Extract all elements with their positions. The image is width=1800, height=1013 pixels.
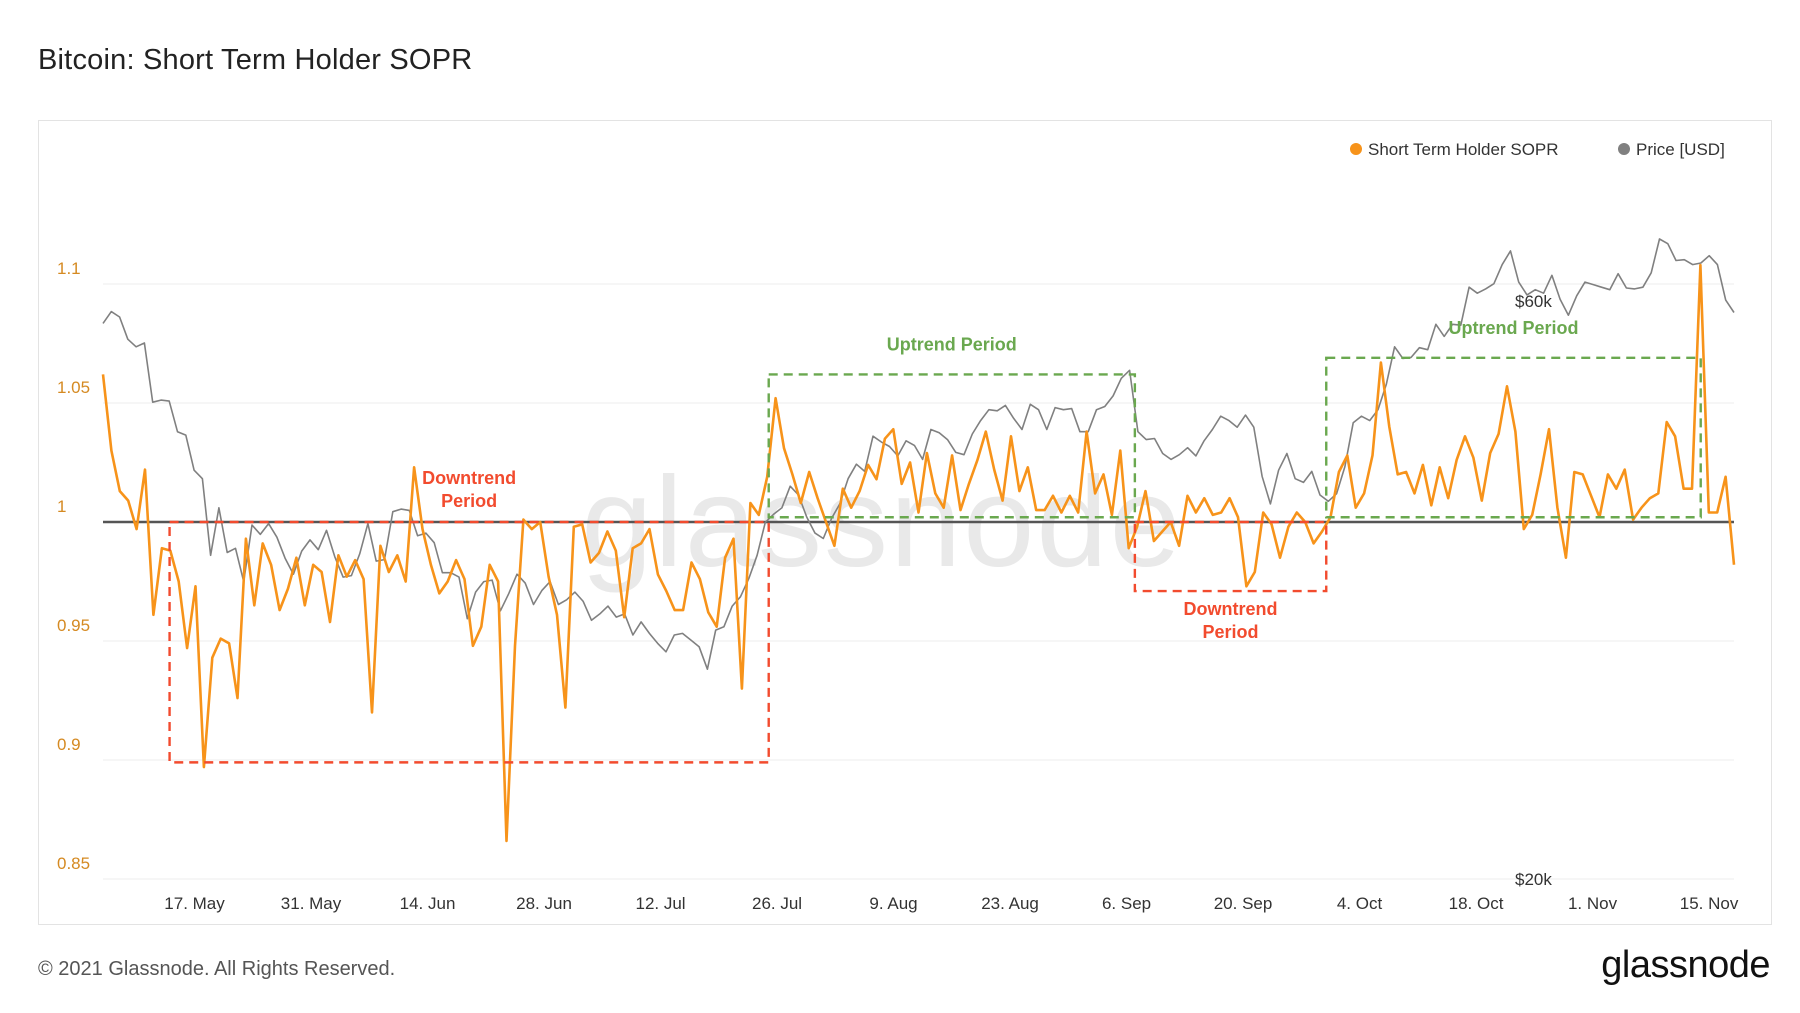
legend-sopr-label[interactable]: Short Term Holder SOPR [1368,140,1559,159]
x-axis: 17. May 31. May 14. Jun 28. Jun 12. Jul 26. J… [164,894,1739,913]
x-tick-label: 20. Sep [1214,894,1273,913]
x-tick-label: 17. May [164,894,225,913]
legend-sopr-dot [1350,143,1362,155]
left-tick-label-1.05: 1.05 [57,378,90,397]
glassnode-logo[interactable]: glassnode [1601,944,1770,986]
x-tick-label: 4. Oct [1337,894,1383,913]
x-tick-label: 9. Aug [869,894,917,913]
downtrend-box-2 [1133,520,1328,593]
uptrend-label-3: Uptrend Period [1448,318,1578,338]
chart-frame: glassnode Downtrend Period Uptrend Period D… [38,120,1772,925]
x-tick-label: 15. Nov [1680,894,1739,913]
sopr-series-group [101,263,1736,843]
downtrend-label-2: Period [1203,622,1259,642]
downtrend-label-0: Period [441,491,497,511]
downtrend-label-2: Downtrend [1184,599,1278,619]
x-tick-label: 6. Sep [1102,894,1151,913]
sopr-line [101,263,1736,843]
price-series-group [102,238,1735,671]
left-tick-label-1: 1 [57,497,66,516]
x-tick-label: 14. Jun [400,894,456,913]
left-tick-label-1.1: 1.1 [57,259,81,278]
uptrend-box-1 [767,373,1137,519]
annotations-group: Downtrend Period Uptrend Period Downtrend Pe… [168,318,1702,764]
uptrend-box-3 [1325,356,1702,519]
x-tick-label: 26. Jul [752,894,802,913]
left-tick-label-0.9: 0.9 [57,735,81,754]
x-tick-label: 31. May [281,894,342,913]
downtrend-label-0: Downtrend [422,468,516,488]
right-tick-label-1: $60k [1515,292,1552,311]
x-tick-label: 1. Nov [1568,894,1618,913]
x-tick-label: 12. Jul [635,894,685,913]
price-line [102,238,1735,671]
uptrend-label-1: Uptrend Period [887,334,1017,354]
left-axis: 0.85 0.9 0.95 1 1.05 1.1 [57,259,90,873]
x-tick-label: 23. Aug [981,894,1039,913]
chart-title: Bitcoin: Short Term Holder SOPR [38,44,473,76]
left-tick-label-0.85: 0.85 [57,854,90,873]
legend[interactable]: Short Term Holder SOPR Price [USD] [1350,140,1725,159]
copyright-notice: © 2021 Glassnode. All Rights Reserved. [38,958,396,980]
right-axis: $20k $60k [1515,292,1552,889]
left-tick-label-0.95: 0.95 [57,616,90,635]
right-tick-label-0: $20k [1515,870,1552,889]
legend-price-dot [1618,143,1630,155]
legend-price-label[interactable]: Price [USD] [1636,140,1725,159]
x-tick-label: 28. Jun [516,894,572,913]
x-tick-label: 18. Oct [1449,894,1504,913]
